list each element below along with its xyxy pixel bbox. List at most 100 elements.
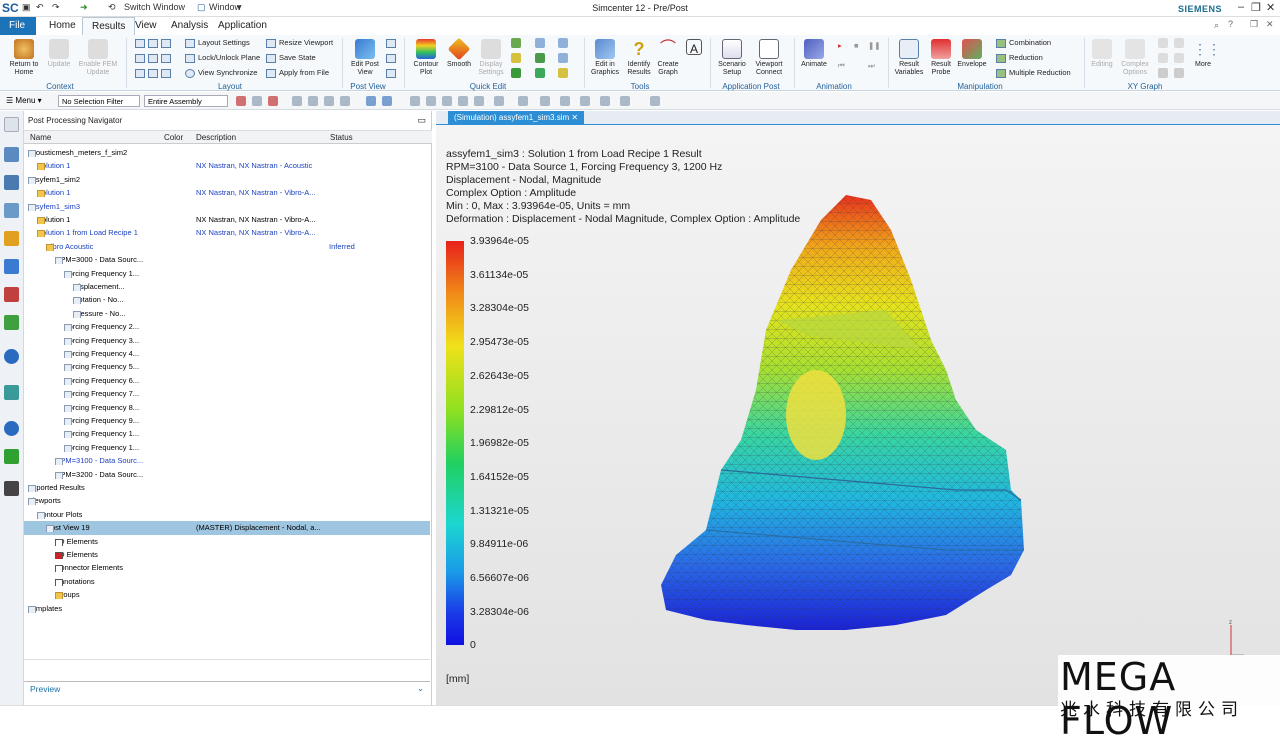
navigator-row[interactable]: −Post View 19 (MASTER) Displacement - Nod… (24, 521, 430, 535)
envelope-button[interactable]: Envelope (956, 39, 988, 69)
xy-tool-icon[interactable] (1174, 53, 1184, 63)
quick-edit-icon[interactable] (535, 38, 545, 48)
simulation-navigator-icon[interactable] (4, 147, 19, 162)
scenario-setup-button[interactable]: Scenario Setup (714, 39, 750, 77)
navigator-row[interactable]: Displacement... (24, 280, 430, 293)
stop-icon[interactable]: ■ (854, 41, 859, 50)
close-icon[interactable]: ✕ (1266, 2, 1276, 14)
complex-options-button[interactable]: Complex Options (1118, 39, 1152, 77)
view-synchronize-button[interactable]: View Synchronize (185, 68, 257, 78)
navigator-row[interactable]: −RPM=3200 - Data Sourc... (24, 468, 430, 481)
save-icon[interactable]: ▣ (22, 2, 31, 12)
contour-plot-button[interactable]: Contour Plot (410, 39, 442, 77)
web-browser-icon[interactable] (4, 349, 19, 364)
constraint-navigator-icon[interactable] (4, 259, 19, 274)
tab-file[interactable]: File (0, 17, 36, 35)
navigator-row[interactable]: assyfem1_sim3 (24, 200, 430, 213)
view-tool-icon[interactable] (600, 96, 610, 106)
annotation-button[interactable]: A (684, 39, 704, 57)
switch-window-button[interactable]: Switch Window (124, 2, 186, 12)
post-view-tool-icon[interactable] (386, 53, 399, 63)
navigator-row[interactable]: assyfem1_sim2 (24, 173, 430, 186)
viewport-connect-button[interactable]: Viewport Connect (750, 39, 788, 77)
system-materials-icon[interactable] (4, 449, 19, 464)
editing-button[interactable]: Editing (1088, 39, 1116, 69)
visibility-checkbox[interactable] (55, 565, 63, 573)
navigator-row[interactable]: acousticmesh_meters_f_sim2 (24, 146, 430, 159)
column-name[interactable]: Name (30, 133, 52, 142)
navigator-row[interactable]: Imported Results (24, 481, 430, 494)
view-tool-icon[interactable] (650, 96, 660, 106)
xy-tool-icon[interactable] (1158, 68, 1168, 78)
restore-icon[interactable]: ❐ (1251, 2, 1261, 14)
search-icon[interactable]: ⌕ (1214, 20, 1220, 30)
quick-edit-icon[interactable] (511, 53, 521, 63)
view-tool-icon[interactable] (518, 96, 528, 106)
view-tool-icon[interactable] (620, 96, 630, 106)
tab-results[interactable]: Results (82, 17, 136, 35)
step-forward-icon[interactable]: ⏭ (868, 61, 875, 70)
column-status[interactable]: Status (330, 133, 353, 142)
layout-grid-icon[interactable] (135, 68, 174, 78)
selection-filter-dropdown[interactable]: No Selection Filter (58, 95, 140, 107)
navigator-row[interactable]: −Vibro Acoustic Inferred (24, 240, 430, 253)
settings-icon[interactable] (4, 117, 19, 132)
post-view-tool-icon[interactable] (386, 68, 399, 78)
navigator-row[interactable]: Viewports (24, 494, 430, 507)
save-state-button[interactable]: Save State (266, 53, 316, 63)
select-tool-icon[interactable] (236, 96, 246, 106)
xy-tool-icon[interactable] (1174, 38, 1184, 48)
navigator-row[interactable]: −Solution 1 NX Nastran, NX Nastran - Acou… (24, 159, 430, 172)
navigator-row[interactable]: −Forcing Frequency 1... (24, 267, 430, 280)
graphics-window[interactable]: assyfem1_sim3 : Solution 1 from Load Rec… (436, 125, 1280, 705)
tab-simulation-file[interactable]: (Simulation) assyfem1_sim3.sim ✕ (448, 111, 585, 125)
palette-icon[interactable] (4, 385, 19, 400)
quick-edit-icon[interactable] (511, 68, 521, 78)
restore-ribbon-icon[interactable]: ❐ (1250, 19, 1259, 29)
navigator-row[interactable]: −Forcing Frequency 1... (24, 441, 430, 454)
display-settings-button[interactable]: Display Settings (476, 39, 506, 77)
xy-tool-icon[interactable] (1158, 53, 1168, 63)
post-view-tool-icon[interactable] (386, 38, 399, 48)
navigator-row[interactable]: −Annotations (24, 575, 430, 588)
pause-icon[interactable]: ❚❚ (868, 41, 881, 50)
quick-edit-icon[interactable] (535, 68, 545, 78)
layout-grid-icon[interactable] (135, 53, 174, 63)
edit-post-view-button[interactable]: Edit Post View (347, 39, 383, 77)
tab-application[interactable]: Application (218, 20, 267, 31)
horizontal-scrollbar[interactable] (24, 659, 430, 669)
undo-icon[interactable]: ↶ (36, 2, 44, 12)
quick-edit-icon[interactable] (558, 53, 568, 63)
view-tool-icon[interactable] (410, 96, 420, 106)
navigator-row[interactable]: Templates (24, 602, 430, 615)
tab-home[interactable]: Home (49, 20, 76, 31)
visibility-checkbox[interactable] (55, 552, 63, 559)
visibility-checkbox[interactable] (55, 578, 63, 586)
view-tool-icon[interactable] (474, 96, 484, 106)
contour-model[interactable] (646, 190, 1066, 690)
navigator-row[interactable]: −Forcing Frequency 9... (24, 414, 430, 427)
navigator-row[interactable]: −Forcing Frequency 2... (24, 320, 430, 333)
navigator-row[interactable]: −Solution 1 from Load Recipe 1 NX Nastran… (24, 226, 430, 239)
view-tool-icon[interactable] (540, 96, 550, 106)
tab-analysis[interactable]: Analysis (171, 20, 209, 31)
play-icon[interactable]: ▸ (838, 41, 842, 50)
history-icon[interactable] (4, 421, 19, 436)
select-tool-icon[interactable] (340, 96, 350, 106)
select-tool-icon[interactable] (268, 96, 278, 106)
navigator-row[interactable]: −RPM=3100 - Data Sourc... (24, 454, 430, 467)
lock-plane-button[interactable]: Lock/Unlock Plane (185, 53, 260, 63)
forward-icon[interactable]: ➜ (80, 2, 88, 12)
column-description[interactable]: Description (196, 133, 237, 142)
visibility-checkbox[interactable] (55, 538, 63, 546)
navigator-row[interactable]: −2D Elements (24, 535, 430, 548)
navigator-row[interactable]: −RPM=3000 - Data Sourc... (24, 253, 430, 266)
combination-button[interactable]: Combination (996, 38, 1051, 48)
step-back-icon[interactable]: ⏮ (838, 61, 845, 70)
view-tool-icon[interactable] (580, 96, 590, 106)
resize-viewport-button[interactable]: Resize Viewport (266, 38, 333, 48)
repeat-icon[interactable]: ⟲ (108, 2, 116, 12)
update-button[interactable]: Update (44, 39, 74, 69)
view-tool-icon[interactable] (560, 96, 570, 106)
menu-button[interactable]: ☰ Menu ▾ (6, 96, 42, 105)
